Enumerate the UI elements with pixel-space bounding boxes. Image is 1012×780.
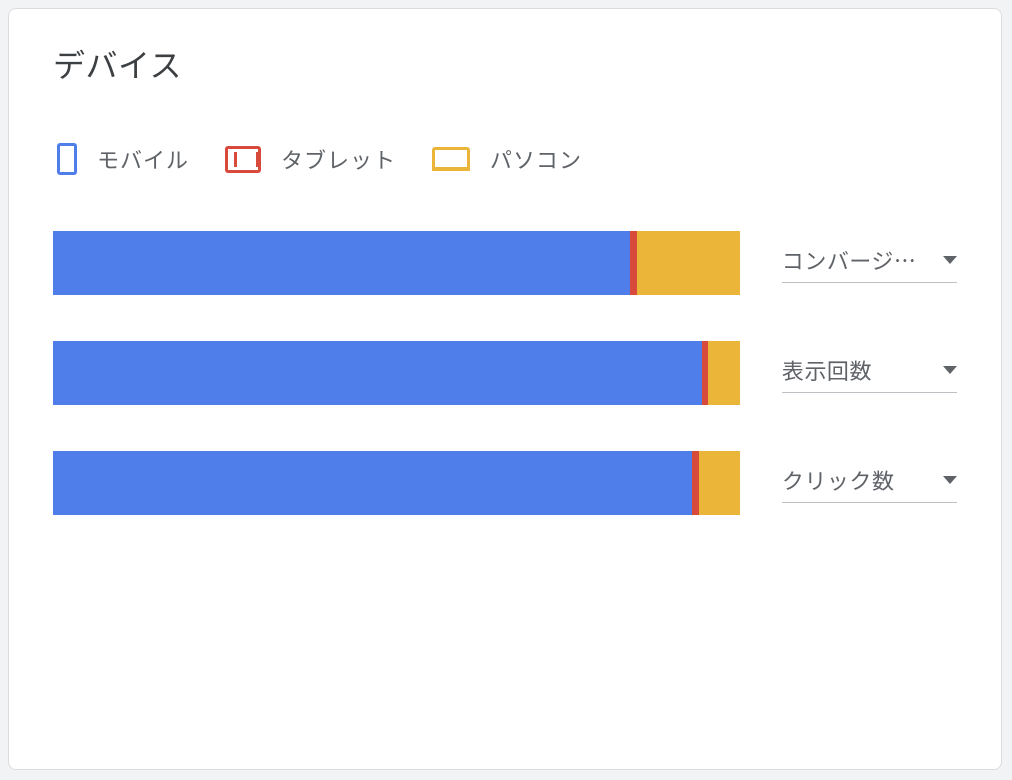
legend-item-pc: パソコン (432, 143, 582, 175)
tablet-icon (225, 146, 261, 173)
legend-label-mobile: モバイル (97, 143, 189, 175)
chevron-down-icon (943, 256, 957, 264)
bar-segment-pc (708, 341, 740, 405)
metric-dropdown[interactable]: コンバージ… (782, 244, 957, 283)
card-title: デバイス (53, 41, 957, 87)
bar-segment-mobile (53, 231, 630, 295)
chevron-down-icon (943, 476, 957, 484)
device-card: デバイス モバイル タブレット パソコン コンバージ… (8, 8, 1002, 770)
bar-segment-tablet (692, 451, 699, 515)
chart-row: コンバージ… (53, 231, 957, 295)
metric-dropdown[interactable]: 表示回数 (782, 354, 957, 393)
legend-label-tablet: タブレット (281, 143, 396, 175)
chart-row: クリック数 (53, 451, 957, 515)
legend-item-mobile: モバイル (57, 143, 189, 175)
bar-segment-mobile (53, 451, 692, 515)
bar-segment-tablet (630, 231, 637, 295)
metric-label: コンバージ… (782, 244, 917, 276)
legend: モバイル タブレット パソコン (53, 143, 957, 175)
pc-icon (432, 147, 470, 171)
legend-item-tablet: タブレット (225, 143, 396, 175)
stacked-bar (53, 451, 740, 515)
legend-label-pc: パソコン (490, 143, 582, 175)
stacked-bar (53, 341, 740, 405)
bar-segment-pc (699, 451, 740, 515)
mobile-icon (57, 143, 77, 175)
metric-label: クリック数 (782, 464, 895, 496)
metric-dropdown[interactable]: クリック数 (782, 464, 957, 503)
stacked-bar (53, 231, 740, 295)
chart-row: 表示回数 (53, 341, 957, 405)
chart-rows: コンバージ… 表示回数 クリック数 (53, 231, 957, 515)
bar-segment-mobile (53, 341, 702, 405)
bar-segment-pc (637, 231, 740, 295)
chevron-down-icon (943, 366, 957, 374)
metric-label: 表示回数 (782, 354, 872, 386)
